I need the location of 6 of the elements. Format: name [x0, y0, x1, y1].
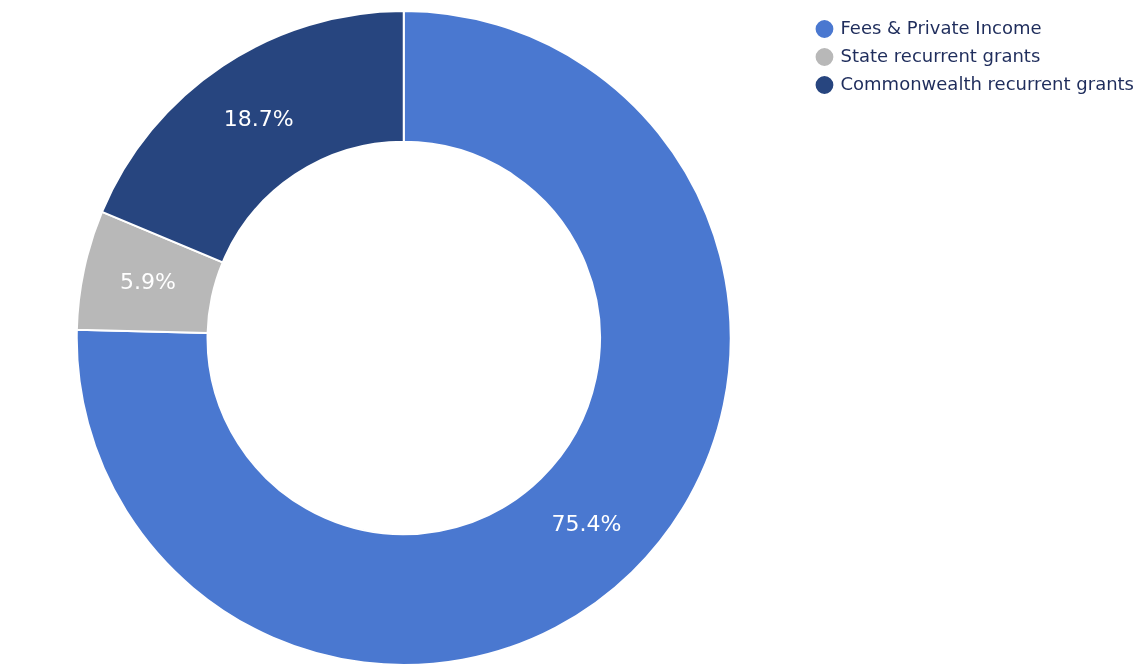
data-label: 5.9% [119, 269, 176, 295]
data-label: 18.7% [223, 105, 294, 131]
legend-label: Fees & Private Income [840, 16, 1042, 38]
data-label: 75.4% [551, 511, 622, 537]
legend-label: Commonwealth recurrent grants [840, 72, 1135, 94]
legend-label: State recurrent grants [840, 44, 1041, 66]
